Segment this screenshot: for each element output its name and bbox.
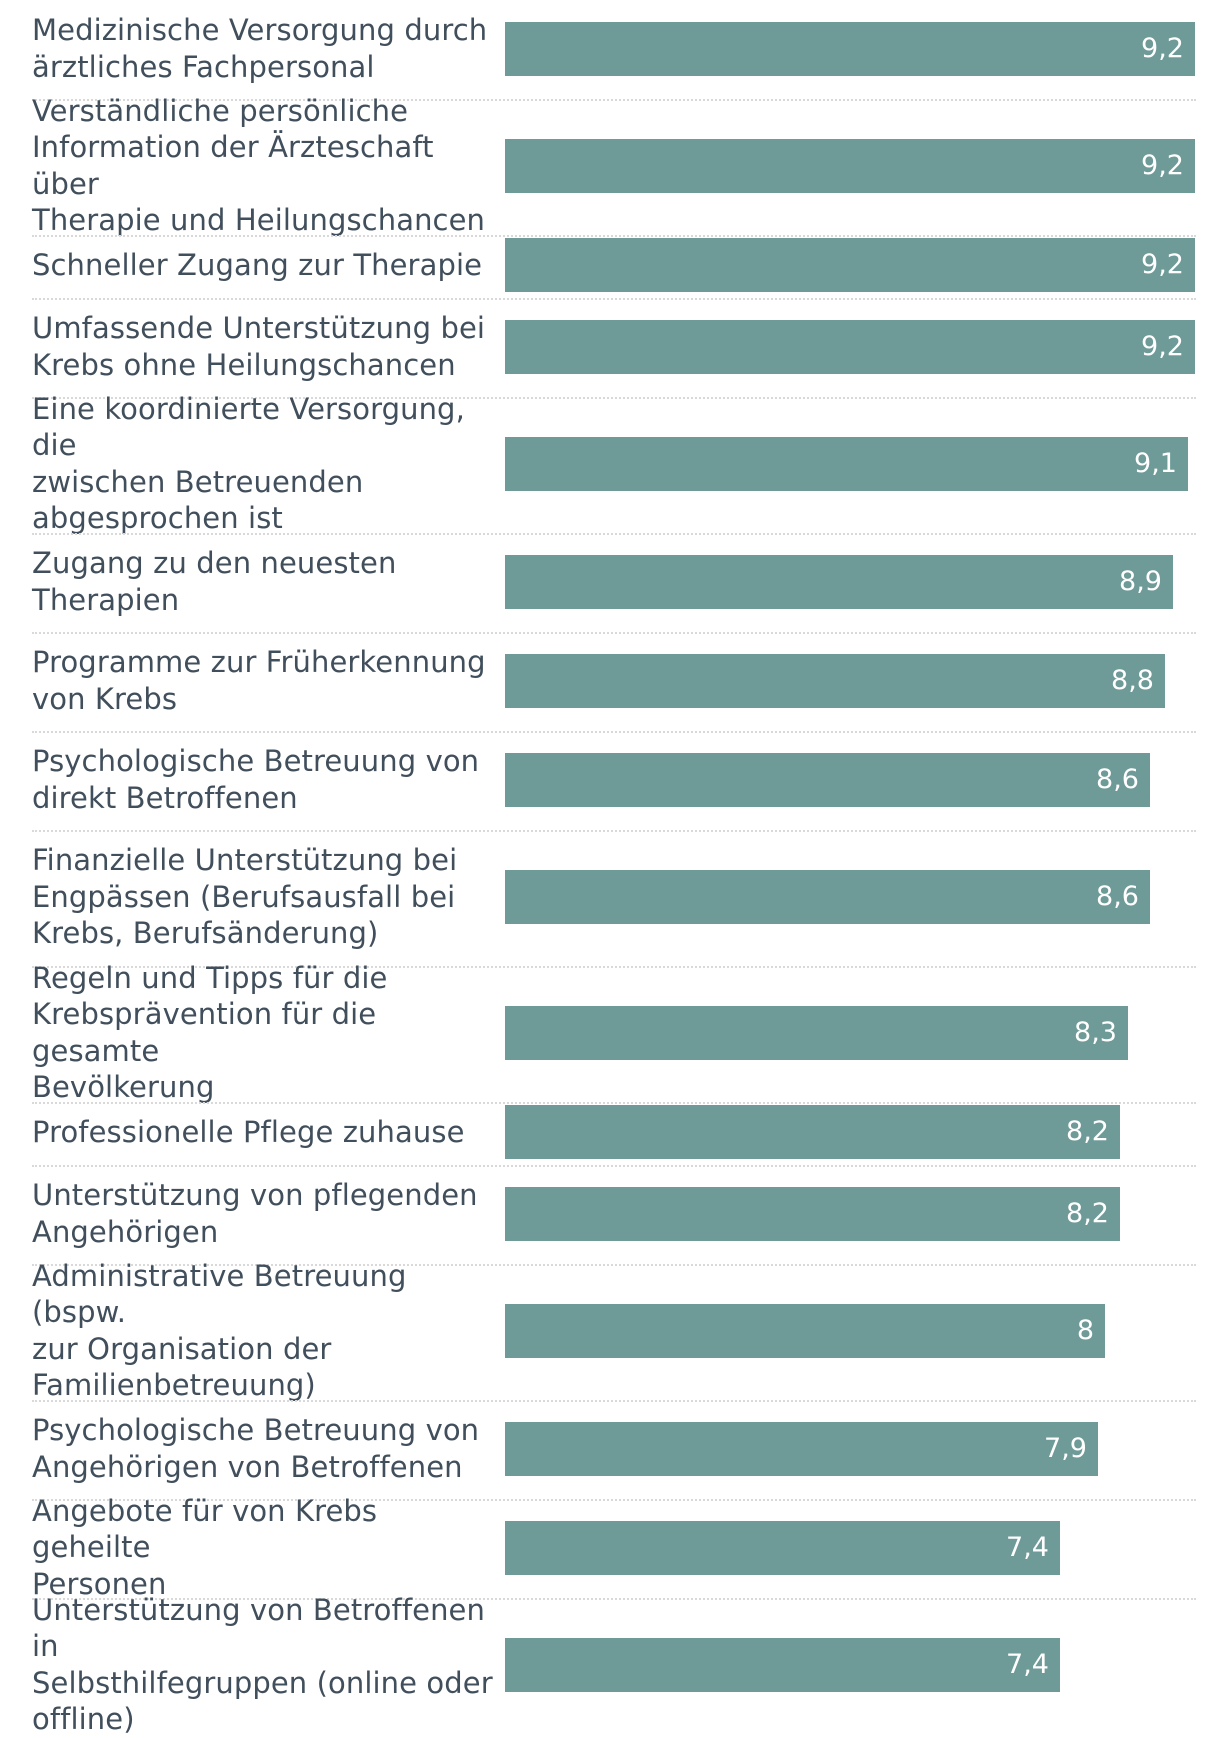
bar: [505, 320, 1195, 374]
category-label: Psychologische Betreuung von Angehörigen…: [32, 1413, 480, 1484]
row-divider: [32, 1264, 1196, 1266]
row-divider: [32, 1499, 1196, 1501]
row-divider: [32, 830, 1196, 832]
row-divider: [32, 298, 1196, 300]
row-divider: [32, 1102, 1196, 1104]
category-label: Zugang zu den neuesten Therapien: [32, 546, 397, 617]
bar: [505, 22, 1195, 76]
bar: [505, 1422, 1098, 1476]
bar: [505, 753, 1150, 807]
category-label: Verständliche persönliche Information de…: [32, 93, 486, 238]
value-label: 7,4: [1006, 1532, 1049, 1563]
category-label: Umfassende Unterstützung bei Krebs ohne …: [32, 311, 486, 382]
value-label: 9,2: [1141, 33, 1184, 64]
category-label: Medizinische Versorgung durch ärztliches…: [32, 13, 488, 84]
bar: [505, 555, 1173, 609]
category-label: Psychologische Betreuung von direkt Betr…: [32, 744, 480, 815]
category-label: Programme zur Früherkennung von Krebs: [32, 645, 486, 716]
bar: [505, 1304, 1105, 1358]
bar: [505, 1638, 1060, 1692]
bar: [505, 238, 1195, 292]
bar: [505, 654, 1165, 708]
row-divider: [32, 99, 1196, 101]
category-label: Schneller Zugang zur Therapie: [32, 248, 483, 282]
category-label: Professionelle Pflege zuhause: [32, 1115, 465, 1149]
value-label: 7,9: [1044, 1433, 1087, 1464]
row-divider: [32, 1598, 1196, 1600]
row-divider: [32, 966, 1196, 968]
bar: [505, 437, 1188, 491]
value-label: 8,8: [1111, 665, 1154, 696]
value-label: 9,2: [1141, 249, 1184, 280]
value-label: 8,6: [1096, 764, 1139, 795]
category-label: Unterstützung von pflegenden Angehörigen: [32, 1178, 478, 1249]
bar: [505, 1521, 1060, 1575]
category-label: Unterstützung von Betroffenen in Selbsth…: [32, 1592, 493, 1737]
row-divider: [32, 632, 1196, 634]
bar: [505, 870, 1150, 924]
row-divider: [32, 235, 1196, 237]
value-label: 7,4: [1006, 1649, 1049, 1680]
row-divider: [32, 1400, 1196, 1402]
bar: [505, 139, 1195, 193]
row-divider: [32, 731, 1196, 733]
value-label: 9,2: [1141, 331, 1184, 362]
value-label: 8,2: [1066, 1198, 1109, 1229]
category-label: Regeln und Tipps für die Krebsprävention…: [32, 960, 388, 1105]
bar: [505, 1105, 1120, 1159]
bar: [505, 1006, 1128, 1060]
bar: [505, 1187, 1120, 1241]
value-label: 8,9: [1119, 566, 1162, 597]
category-label: Administrative Betreuung (bspw. zur Orga…: [32, 1258, 407, 1403]
category-label: Angebote für von Krebs geheilte Personen: [32, 1493, 378, 1601]
category-label: Eine koordinierte Versorgung, die zwisch…: [32, 391, 465, 536]
value-label: 8,6: [1096, 881, 1139, 912]
row-divider: [32, 1165, 1196, 1167]
value-label: 8: [1076, 1315, 1094, 1346]
category-label: Finanzielle Unterstützung bei Engpässen …: [32, 843, 458, 950]
row-divider: [32, 397, 1196, 399]
row-divider: [32, 533, 1196, 535]
value-label: 8,3: [1074, 1017, 1117, 1048]
value-label: 9,2: [1141, 150, 1184, 181]
value-label: 8,2: [1066, 1116, 1109, 1147]
value-label: 9,1: [1134, 448, 1177, 479]
